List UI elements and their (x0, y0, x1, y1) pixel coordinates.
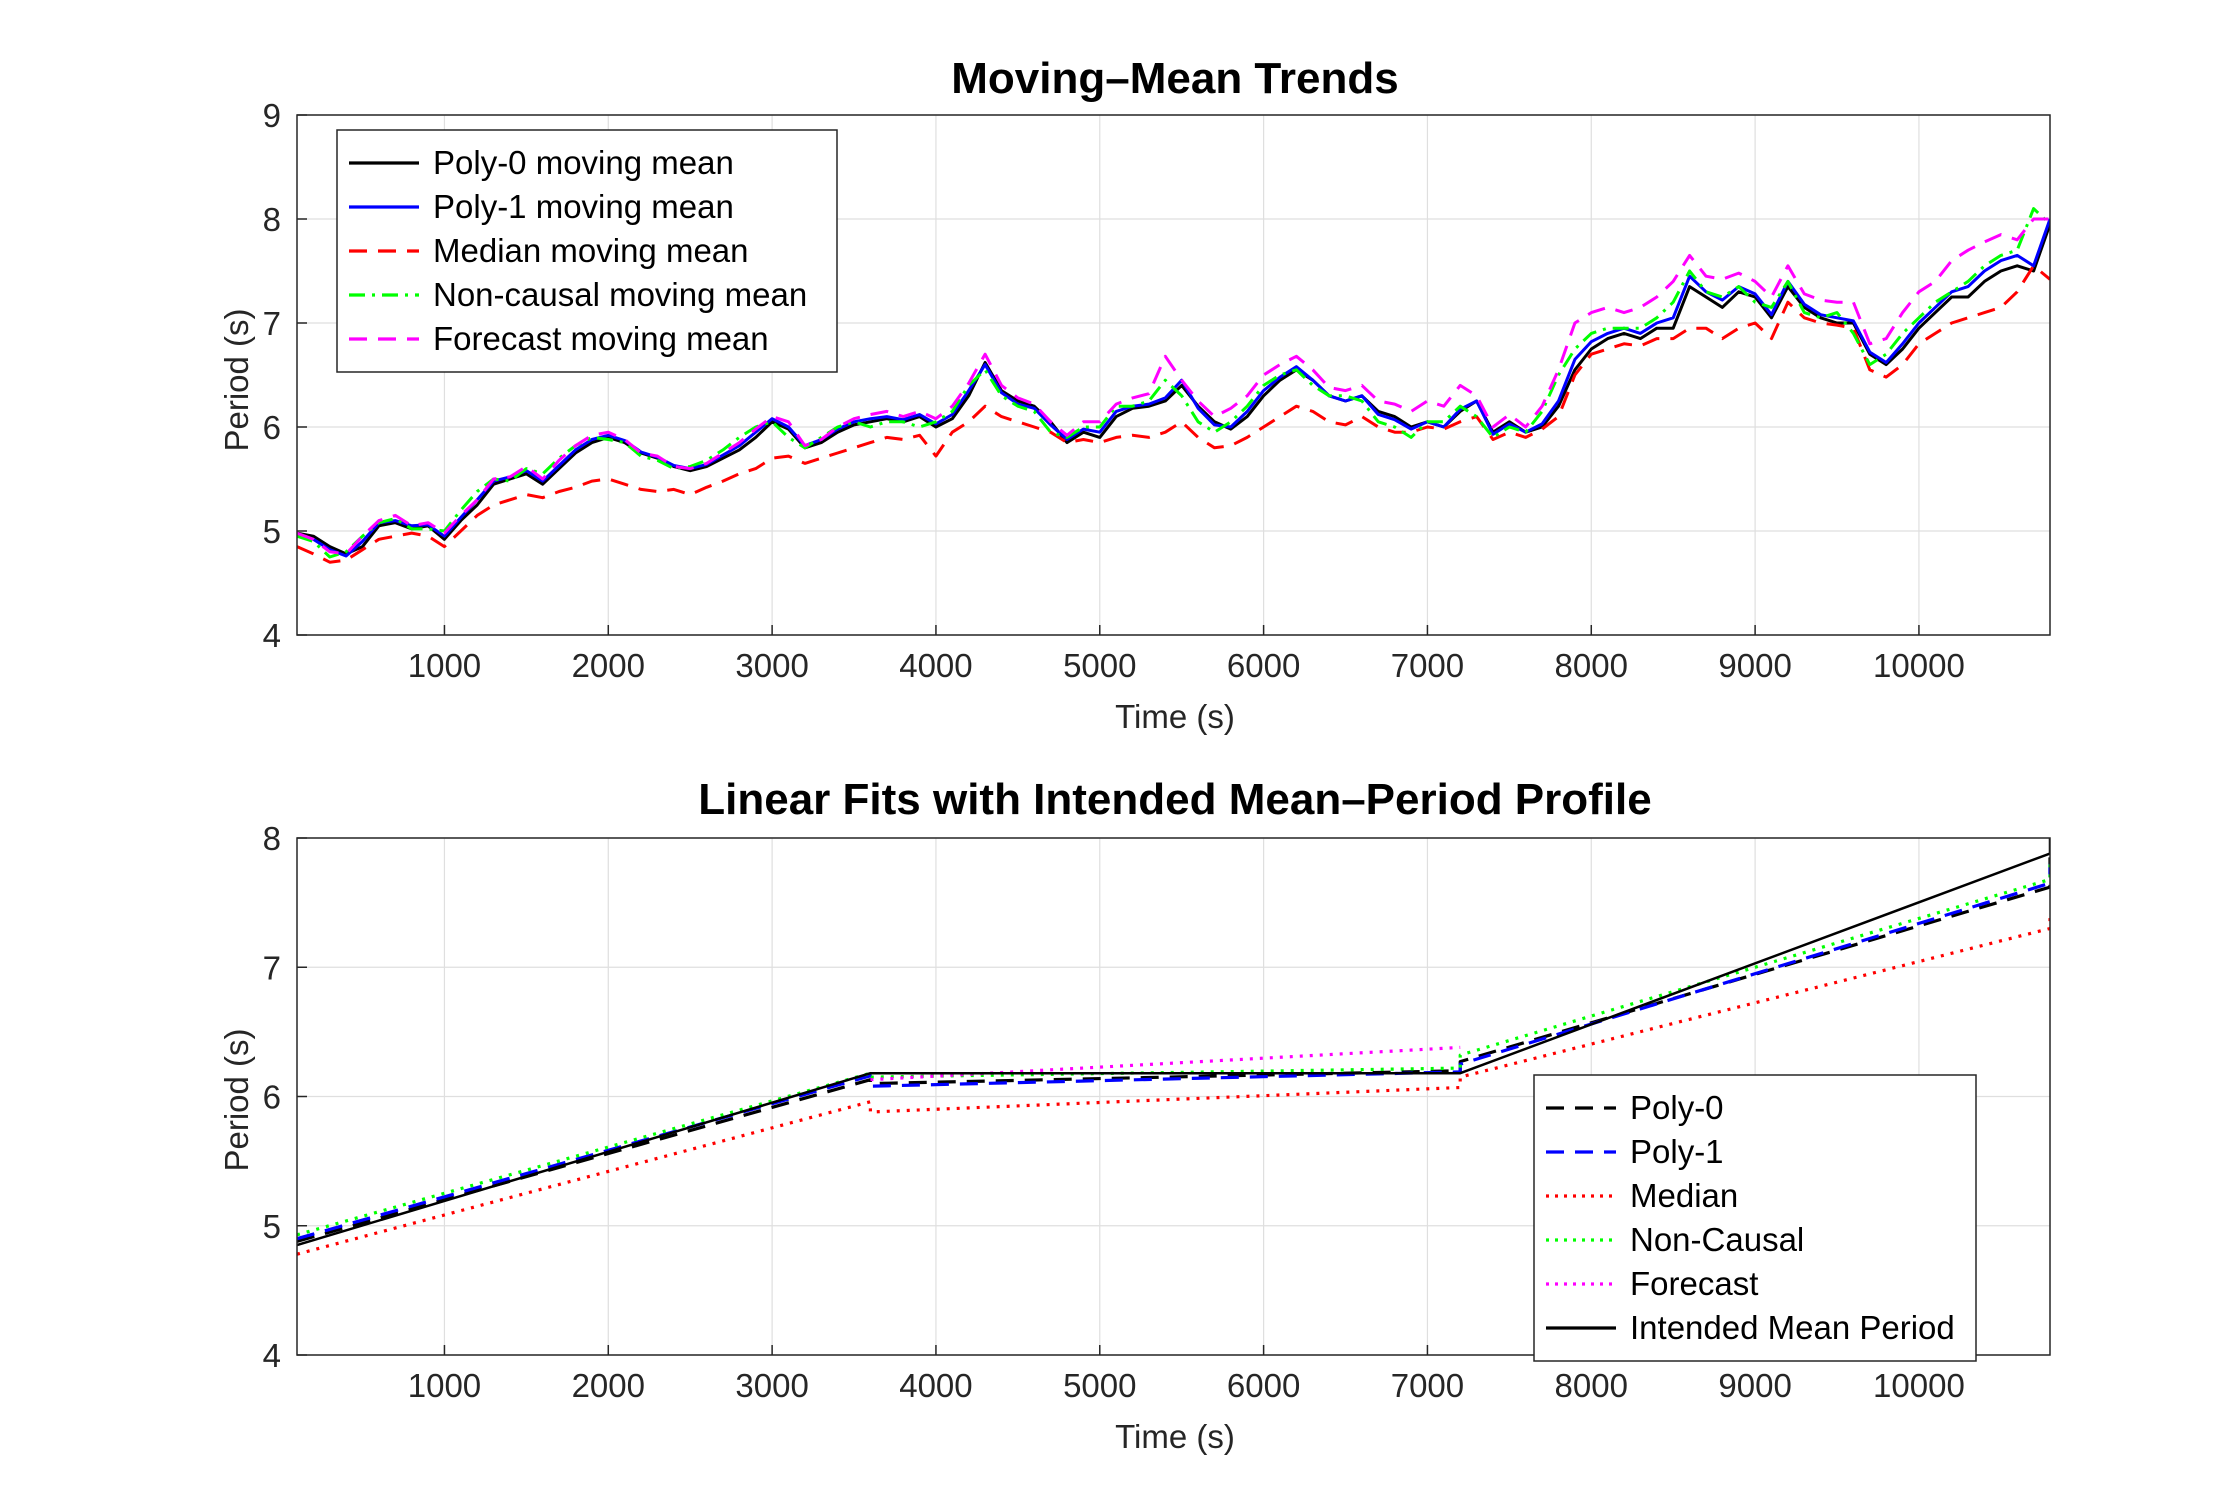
legend-label: Median moving mean (433, 232, 749, 269)
y-tick-label: 4 (263, 617, 281, 654)
plot-area (297, 838, 2050, 1256)
y-tick-label: 5 (263, 513, 281, 550)
series-line-poly-0-moving-mean (297, 223, 2050, 556)
legend-label: Poly-1 moving mean (433, 188, 734, 225)
legend-label: Forecast moving mean (433, 320, 769, 357)
x-tick-label: 6000 (1227, 1367, 1300, 1404)
y-tick-label: 8 (263, 201, 281, 238)
legend: Poly-0 Poly-1 Median Non-Causal Forecast Inte… (1533, 1074, 1977, 1362)
y-tick-label: 9 (263, 97, 281, 134)
x-tick-label: 7000 (1391, 647, 1464, 684)
chart-title: Moving–Mean Trends (951, 54, 1398, 103)
legend-label: Forecast (1630, 1265, 1758, 1302)
x-tick-label: 3000 (735, 647, 808, 684)
chart-title: Linear Fits with Intended Mean–Period Pr… (698, 775, 1651, 824)
legend-label: Non-causal moving mean (433, 276, 807, 313)
y-tick-label: 8 (263, 820, 281, 857)
x-tick-label: 8000 (1555, 1367, 1628, 1404)
x-axis-label: Time (s) (1115, 1418, 1235, 1455)
legend-label: Poly-0 moving mean (433, 144, 734, 181)
axes-box (296, 837, 2051, 1356)
y-tick-label: 4 (263, 1337, 281, 1374)
y-axis-label: Period (s) (218, 1028, 255, 1171)
x-tick-label: 7000 (1391, 1367, 1464, 1404)
plot-area (297, 207, 2050, 564)
legend-label: Poly-1 (1630, 1133, 1724, 1170)
y-axis-label: Period (s) (218, 308, 255, 451)
series-line-median-moving-mean (297, 264, 2050, 564)
axes-box (296, 114, 2051, 636)
moving-mean-chart: 1000 2000 3000 4000 5000 6000 7000 8000 9000 1000… (218, 54, 2051, 735)
x-tick-label: 9000 (1718, 647, 1791, 684)
x-tick-label: 1000 (408, 647, 481, 684)
legend: Poly-0 moving mean Poly-1 moving mean Medi… (336, 129, 838, 373)
x-tick-label: 10000 (1873, 647, 1965, 684)
legend-label: Intended Mean Period (1630, 1309, 1955, 1346)
legend-box (1533, 1074, 1977, 1362)
legend-label: Non-Causal (1630, 1221, 1804, 1258)
x-tick-label: 1000 (408, 1367, 481, 1404)
series-line-forecast-moving-mean (297, 217, 2050, 556)
series-line-intended-mean-period (297, 838, 2050, 1247)
tick-labels: 1000 2000 3000 4000 5000 6000 7000 8000 9000 1000… (263, 820, 1965, 1404)
x-tick-label: 9000 (1718, 1367, 1791, 1404)
x-tick-label: 4000 (899, 647, 972, 684)
x-tick-label: 4000 (899, 1367, 972, 1404)
x-tick-label: 10000 (1873, 1367, 1965, 1404)
x-tick-label: 5000 (1063, 647, 1136, 684)
x-tick-label: 3000 (735, 1367, 808, 1404)
y-tick-label: 6 (263, 409, 281, 446)
x-tick-label: 8000 (1555, 647, 1628, 684)
legend-label: Median (1630, 1177, 1738, 1214)
x-tick-label: 5000 (1063, 1367, 1136, 1404)
x-tick-label: 6000 (1227, 647, 1300, 684)
y-tick-label: 6 (263, 1079, 281, 1116)
x-axis-label: Time (s) (1115, 698, 1235, 735)
series-line-forecast (870, 1045, 1461, 1082)
linear-fits-chart: 1000 2000 3000 4000 5000 6000 7000 8000 9000 1000… (218, 775, 2051, 1455)
legend-label: Poly-0 (1630, 1089, 1724, 1126)
tick-labels: 1000 2000 3000 4000 5000 6000 7000 8000 9000 1000… (263, 97, 1965, 684)
y-tick-label: 5 (263, 1208, 281, 1245)
x-tick-label: 2000 (572, 1367, 645, 1404)
legend-box (336, 129, 838, 373)
y-tick-label: 7 (263, 949, 281, 986)
x-tick-label: 2000 (572, 647, 645, 684)
y-tick-label: 7 (263, 305, 281, 342)
